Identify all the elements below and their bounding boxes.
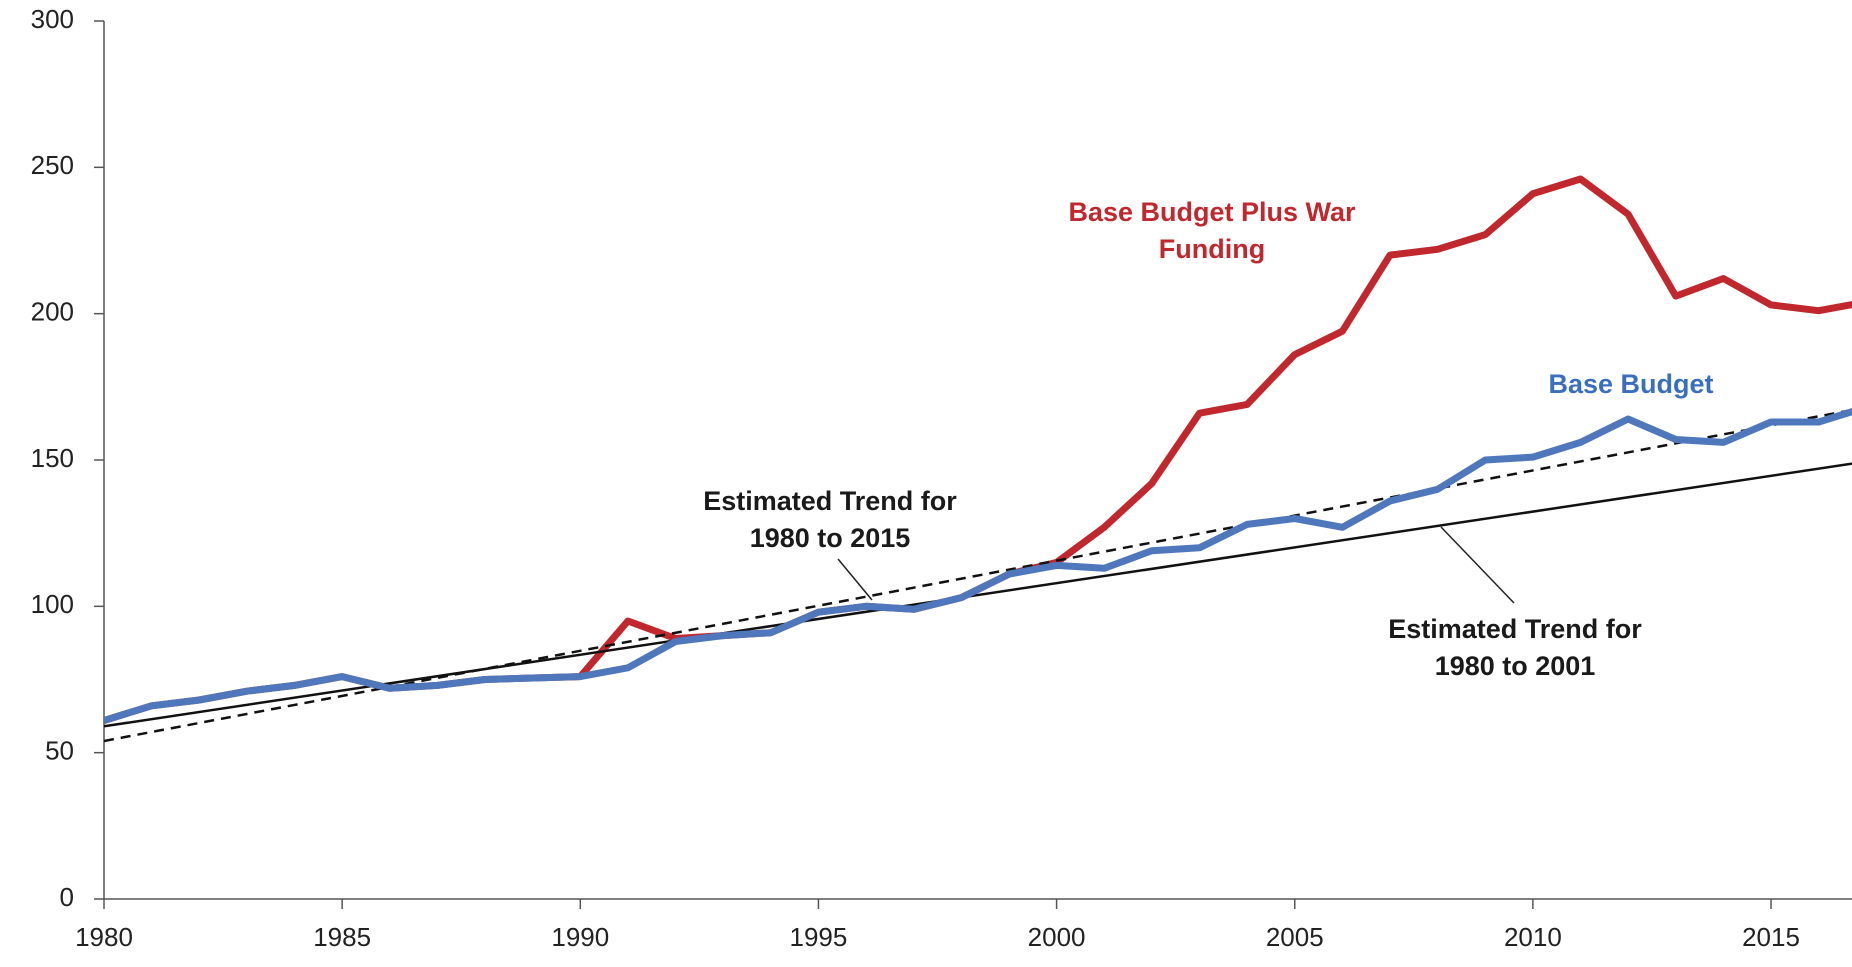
annotation: Base Budget	[1548, 369, 1713, 399]
annotation: Funding	[1159, 234, 1265, 264]
y-tick-label: 50	[45, 736, 74, 766]
leader-line	[837, 558, 873, 601]
annotation: 1980 to 2015	[750, 523, 911, 553]
x-tick-label: 2015	[1742, 922, 1800, 952]
y-tick-label: 150	[31, 443, 74, 473]
series-line	[104, 408, 1852, 743]
annotation: Estimated Trend for	[1388, 614, 1642, 644]
series-line	[104, 408, 1852, 724]
annotation: Base Budget Plus War	[1068, 197, 1356, 227]
annotation: 1980 to 2001	[1435, 651, 1596, 681]
annotation: Estimated Trend for	[703, 486, 957, 516]
y-tick-label: 300	[31, 4, 74, 34]
x-tick-label: 1995	[790, 922, 848, 952]
x-tick-label: 2005	[1266, 922, 1324, 952]
x-tick-label: 2000	[1028, 922, 1086, 952]
y-tick-label: 100	[31, 589, 74, 619]
x-tick-label: 2010	[1504, 922, 1562, 952]
x-tick-label: 1980	[75, 922, 133, 952]
y-tick-label: 0	[60, 882, 74, 912]
plot-area	[104, 175, 1852, 743]
y-tick-label: 200	[31, 297, 74, 327]
x-tick-label: 1990	[551, 922, 609, 952]
leader-line	[1440, 526, 1515, 604]
series-line	[104, 462, 1852, 728]
x-tick-label: 1985	[313, 922, 371, 952]
y-tick-label: 250	[31, 150, 74, 180]
